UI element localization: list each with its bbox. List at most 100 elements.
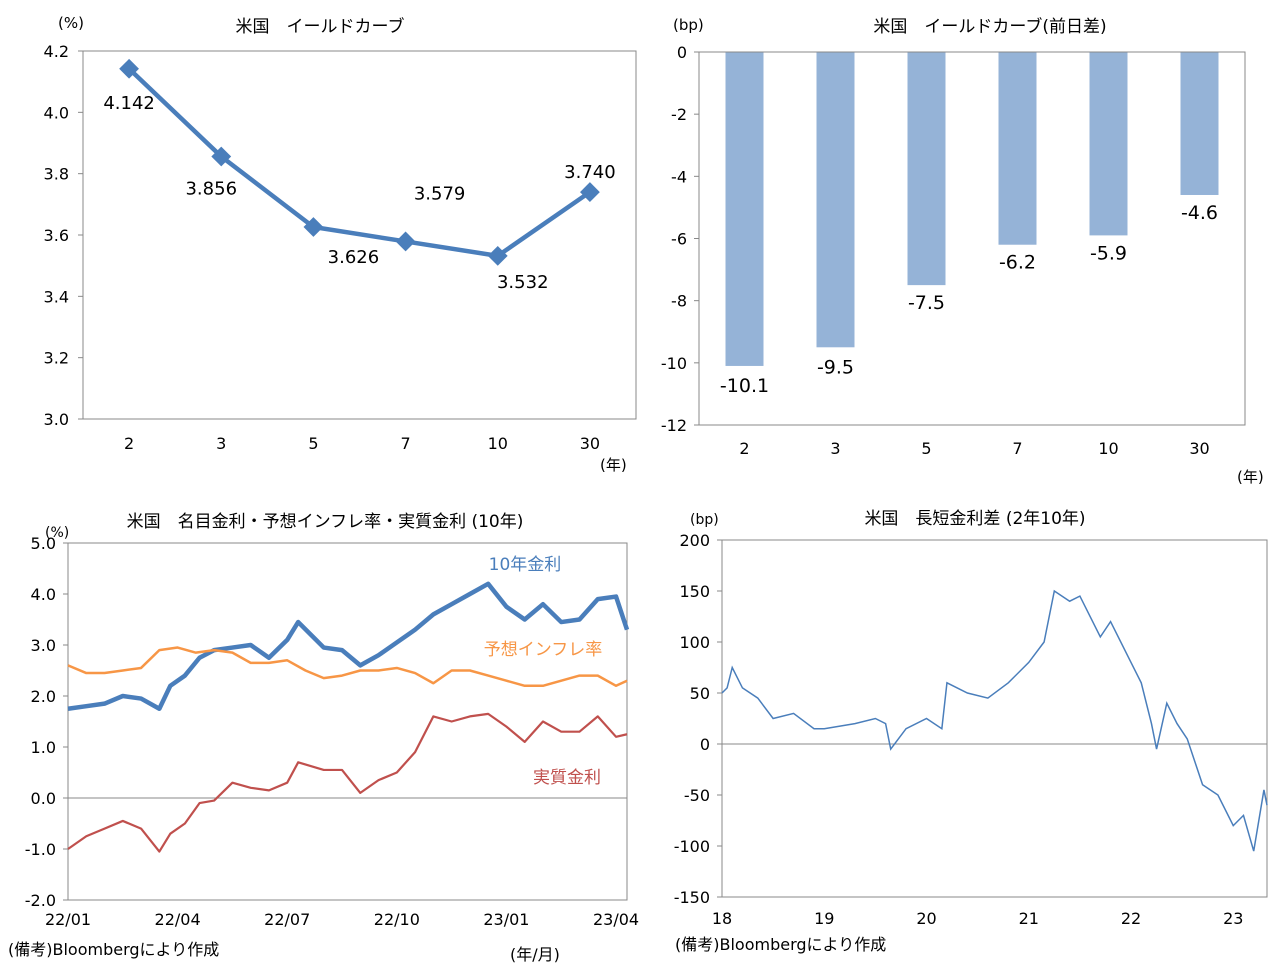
y-tick-label: 1.0 [31, 738, 56, 757]
series-label: 予想インフレ率 [484, 640, 603, 660]
source-note: (備考)Bloombergにより作成 [8, 940, 219, 959]
y-tick-label: -12 [661, 416, 687, 435]
x-tick-label: 3 [830, 439, 840, 458]
data-label: -9.5 [817, 356, 854, 378]
x-tick-label: 2 [124, 434, 134, 453]
series-label: 10年金利 [489, 555, 562, 575]
bar [998, 52, 1037, 245]
yield-curve-chart: 米国 イールドカーブ (%) (年) 3.0 3.2 3.4 3.6 3.8 4.0 4.2 2 3 5… [44, 14, 637, 474]
y-tick-label: 0.0 [31, 789, 56, 808]
plot-area [67, 542, 628, 901]
data-label: -5.9 [1090, 242, 1127, 264]
data-point [119, 58, 139, 79]
x-tick-label: 22/04 [155, 910, 201, 929]
y-tick-label: 200 [679, 531, 710, 550]
y-unit-label: (bp) [690, 512, 719, 528]
y-tick-label: 100 [679, 633, 710, 652]
bar [816, 52, 855, 348]
x-tick-label: 22/10 [374, 910, 420, 929]
nominal-inflation-real-chart: 米国 名目金利・予想インフレ率・実質金利 (10年) (%)5.0 4.0 3.0 2.… [8, 512, 639, 964]
plot-area [698, 51, 1246, 426]
x-tick-label: 21 [1019, 909, 1039, 928]
x-tick-label: 22 [1121, 909, 1141, 928]
data-point [395, 231, 416, 252]
y-tick-label: 3.2 [44, 349, 69, 368]
y-tick-label: -50 [684, 786, 710, 805]
y-unit-label: (%) [45, 525, 69, 541]
source-note: (備考)Bloombergにより作成 [675, 935, 886, 954]
series-label: 実質金利 [533, 768, 601, 788]
y-unit-label: (bp) [673, 16, 704, 34]
x-unit-label: (年/月) [510, 945, 560, 964]
term-spread-chart: 米国 長短金利差 (2年10年) (bp) 200 150 100 50 0 -50 -100 -… [674, 509, 1268, 954]
data-label: 3.740 [564, 162, 616, 183]
chart-title: 米国 イールドカーブ(前日差) [873, 16, 1106, 37]
x-tick-label: 5 [308, 434, 318, 453]
x-tick-label: 23/04 [593, 910, 639, 929]
y-tick-label: 5.0 [31, 534, 56, 553]
bar [907, 52, 946, 286]
data-label: 3.532 [497, 272, 549, 293]
data-label: -6.2 [999, 252, 1036, 274]
y-tick-label: 3.0 [31, 636, 56, 655]
x-tick-label: 7 [400, 434, 410, 453]
y-tick-label: -8 [671, 292, 687, 311]
x-tick-label: 18 [712, 909, 732, 928]
y-tick-label: -2.0 [25, 891, 56, 910]
y-tick-label: 0 [700, 735, 710, 754]
y-tick-label: -6 [671, 230, 687, 249]
x-tick-label: 7 [1012, 439, 1022, 458]
x-tick-label: 30 [580, 434, 600, 453]
data-label: 4.142 [103, 93, 155, 114]
series-line [67, 581, 630, 711]
y-tick-label: -2 [671, 105, 687, 124]
y-tick-label: 150 [679, 582, 710, 601]
y-tick-label: 0 [677, 43, 687, 62]
data-label: -4.6 [1181, 202, 1218, 224]
y-tick-label: 3.4 [44, 287, 69, 306]
x-tick-label: 23/01 [483, 910, 529, 929]
x-tick-label: 3 [216, 434, 226, 453]
x-unit-label: (年) [1237, 468, 1264, 486]
series-line [127, 67, 592, 259]
y-unit-label: (%) [58, 14, 84, 32]
chart-title: 米国 名目金利・予想インフレ率・実質金利 (10年) [127, 512, 524, 532]
x-tick-label: 2 [739, 439, 749, 458]
x-tick-label: 30 [1189, 439, 1209, 458]
data-point [211, 146, 232, 167]
y-tick-label: -10 [661, 354, 687, 373]
x-tick-label: 10 [488, 434, 508, 453]
x-tick-label: 20 [916, 909, 936, 928]
data-label: -10.1 [720, 375, 769, 397]
chart-title: 米国 イールドカーブ [236, 16, 405, 37]
y-tick-label: 50 [690, 684, 710, 703]
y-tick-label: -4 [671, 167, 687, 186]
x-tick-label: 5 [921, 439, 931, 458]
y-tick-label: -1.0 [25, 840, 56, 859]
x-unit-label: (年) [600, 456, 627, 474]
bar [1089, 52, 1128, 236]
y-tick-label: 4.2 [44, 42, 69, 61]
series-line [67, 712, 628, 853]
series-line [67, 646, 628, 688]
plot-area [721, 539, 1268, 898]
bar [725, 52, 764, 366]
y-tick-label: 3.8 [44, 165, 69, 184]
data-point [303, 217, 324, 237]
x-tick-label: 10 [1098, 439, 1118, 458]
x-tick-label: 23 [1223, 909, 1243, 928]
y-tick-label: 3.0 [44, 410, 69, 429]
data-label: 3.626 [328, 247, 380, 268]
data-label: 3.579 [414, 183, 466, 204]
data-label: 3.856 [185, 178, 237, 199]
y-tick-label: 4.0 [31, 585, 56, 604]
y-tick-label: 2.0 [31, 687, 56, 706]
yield-curve-change-chart: 米国 イールドカーブ(前日差) (bp) (年) -10.1 -9.5 -7.5 -6.2 -… [661, 16, 1264, 486]
y-tick-label: 3.6 [44, 226, 69, 245]
y-tick-label: 4.0 [44, 103, 69, 122]
y-tick-label: -150 [674, 888, 710, 907]
bar [1180, 52, 1219, 195]
x-tick-label: 22/07 [264, 910, 310, 929]
x-tick-label: 19 [814, 909, 834, 928]
x-tick-label: 22/01 [45, 910, 91, 929]
